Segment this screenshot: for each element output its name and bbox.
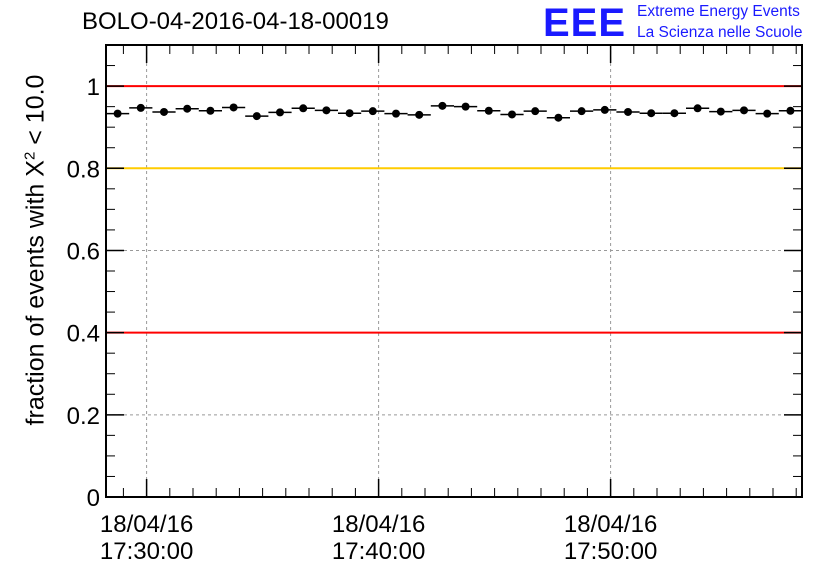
data-point (345, 109, 354, 118)
data-point (693, 104, 702, 113)
logo-text-line2: La Scienza nelle Scuole (637, 24, 803, 41)
data-point (160, 107, 168, 116)
data-point (252, 112, 261, 121)
data-point (276, 108, 284, 117)
y-axis-label-prefix: fraction of events with X (21, 160, 50, 426)
data-point (670, 109, 679, 118)
y-tick-label: 0.2 (67, 403, 100, 430)
data-point (183, 104, 192, 113)
data-point (763, 109, 772, 118)
data-point (716, 107, 725, 116)
data-point (531, 107, 540, 116)
y-tick-label: 0.8 (67, 156, 100, 183)
data-point (299, 104, 308, 113)
reference-lines (106, 85, 802, 334)
data-point (322, 106, 331, 115)
data-point (368, 107, 377, 116)
data-point (624, 107, 632, 116)
y-tick-label: 0.4 (67, 321, 100, 348)
chart-title: BOLO-04-2016-04-18-00019 (82, 8, 389, 35)
data-point (484, 106, 493, 115)
y-axis-label-suffix: < 10.0 (21, 74, 50, 152)
data-point (786, 106, 795, 115)
data-point (600, 105, 609, 114)
logo-text-line1: Extreme Energy Events (637, 3, 800, 20)
data-point (229, 103, 238, 112)
data-point (206, 106, 215, 115)
x-tick-date-label: 18/04/16 (100, 511, 193, 538)
x-tick-time-label: 17:50:00 (564, 538, 657, 565)
axes: 00.20.40.60.8118/04/1617:30:0018/04/1617… (67, 44, 802, 565)
data-point (577, 107, 586, 116)
x-tick-time-label: 17:30:00 (100, 538, 193, 565)
data-points (106, 101, 802, 122)
x-tick-date-label: 18/04/16 (332, 511, 425, 538)
data-point (740, 106, 748, 115)
y-axis-label: fraction of events with X2 < 10.0 (21, 75, 50, 426)
data-point (136, 103, 145, 112)
data-point (554, 113, 563, 122)
y-tick-label: 0 (87, 485, 100, 512)
eee-logo-mark: EEE (543, 1, 627, 45)
y-tick-label: 1 (87, 74, 100, 101)
data-point (113, 109, 122, 118)
data-point (392, 109, 400, 118)
data-point (461, 102, 470, 111)
y-tick-label: 0.6 (67, 238, 100, 265)
data-point (647, 109, 656, 118)
data-point (438, 101, 447, 110)
x-tick-time-label: 17:40:00 (332, 538, 425, 565)
y-axis-label-sup: 2 (21, 151, 39, 161)
data-point (415, 110, 424, 119)
data-point (508, 110, 516, 119)
x-tick-date-label: 18/04/16 (564, 511, 657, 538)
